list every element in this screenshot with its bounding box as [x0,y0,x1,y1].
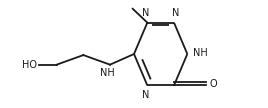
Text: HO: HO [22,60,37,70]
Text: N: N [172,8,179,18]
Text: N: N [142,8,150,18]
Text: NH: NH [193,48,208,58]
Text: N: N [142,90,150,100]
Text: O: O [209,79,217,89]
Text: NH: NH [100,68,115,78]
